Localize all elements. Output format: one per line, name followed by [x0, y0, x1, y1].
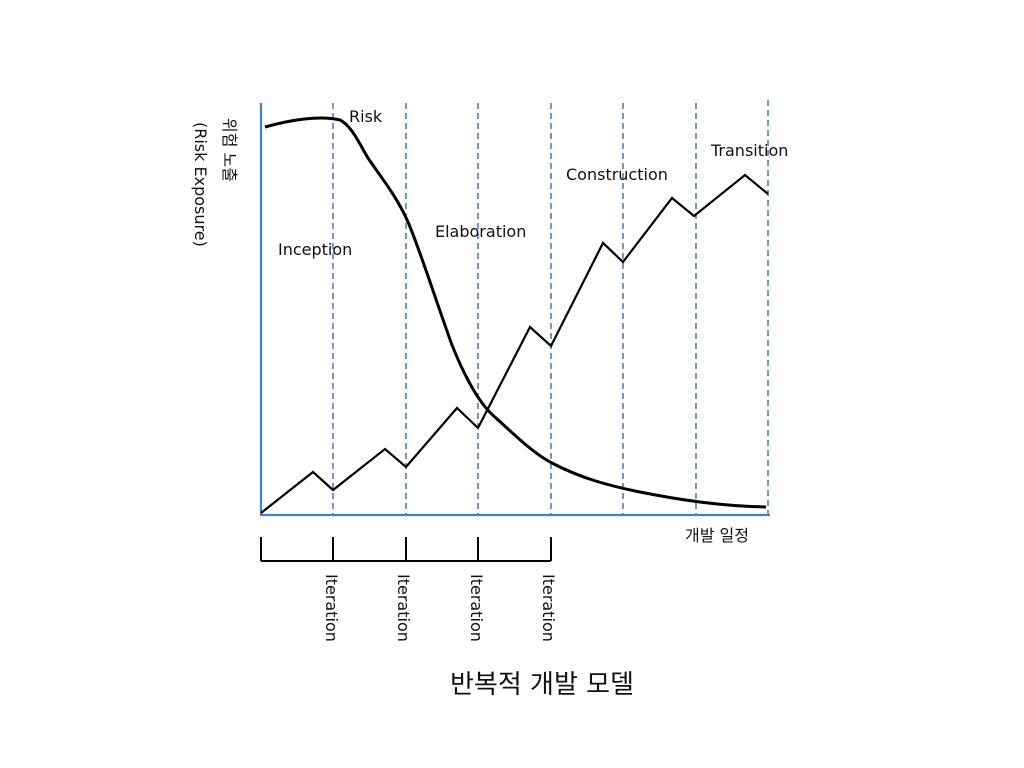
iteration-label-4: Iteration: [539, 574, 558, 642]
phase-label-construction: Construction: [566, 165, 668, 184]
risk-curve: [264, 116, 767, 509]
iteration-label-3: Iteration: [467, 574, 486, 642]
diagram-title: 반복적 개발 모델: [450, 670, 634, 700]
iteration-label-1: Iteration: [322, 574, 341, 642]
risk-curve-label: Risk: [349, 107, 383, 126]
iteration-brackets: [260, 537, 552, 562]
iteration-dividers: [332, 100, 769, 515]
x-axis-label: 개발 일정: [685, 526, 749, 545]
y-axis-label-english: (Risk Exposure): [191, 122, 210, 247]
y-axis-label-korean: 위험 노출: [220, 118, 239, 182]
phase-label-transition: Transition: [710, 141, 788, 160]
phase-label-inception: Inception: [278, 240, 352, 259]
phase-label-elaboration: Elaboration: [435, 222, 526, 241]
iteration-label-2: Iteration: [394, 574, 413, 642]
progress-zigzag: [260, 173, 769, 514]
